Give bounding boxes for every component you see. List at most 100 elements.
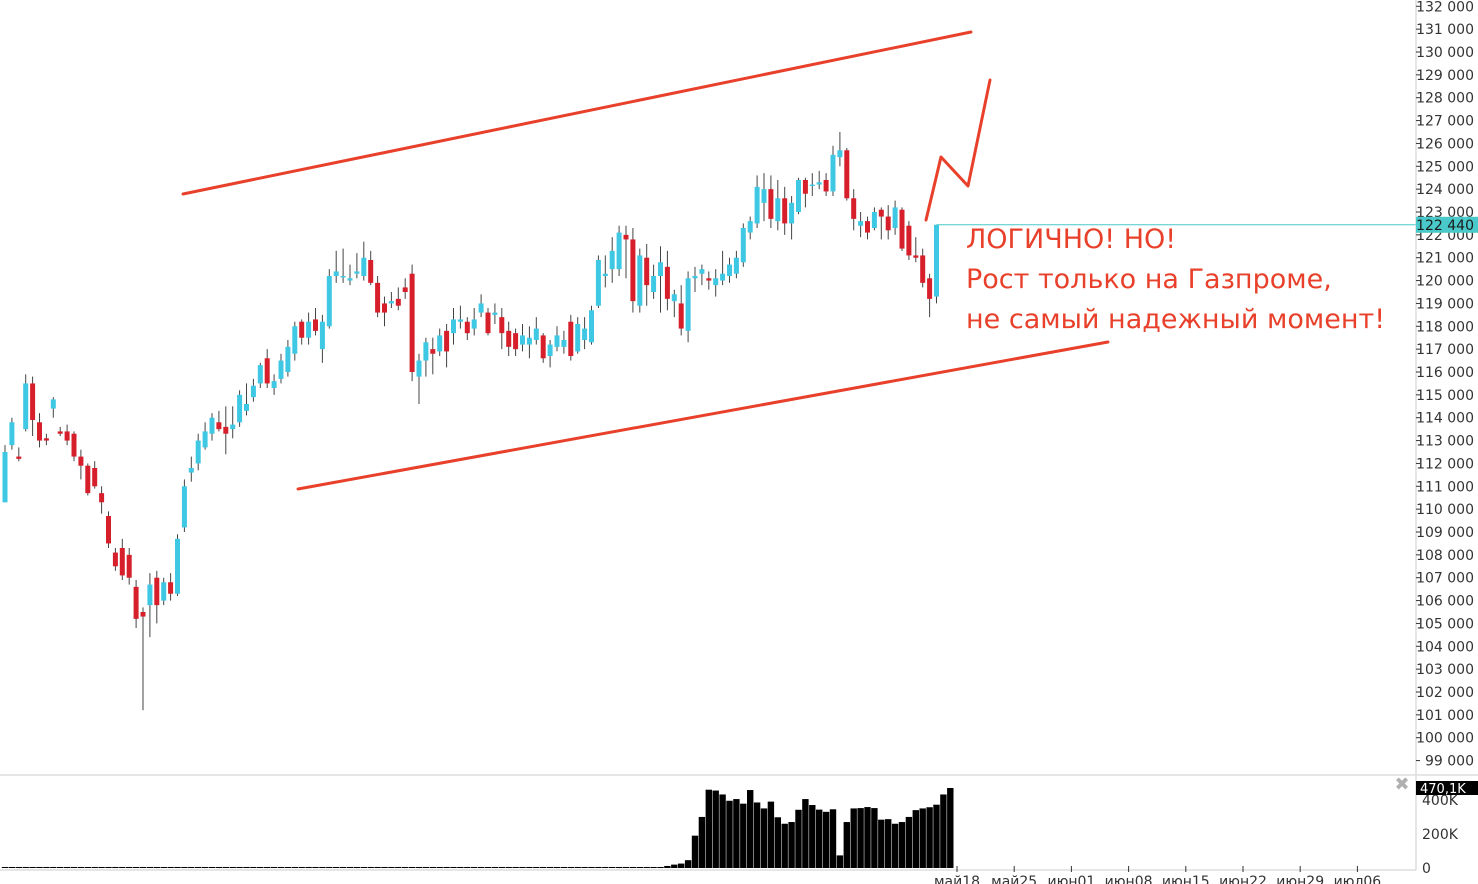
candle-body xyxy=(264,358,270,384)
volume-bar xyxy=(581,866,588,868)
candle-body xyxy=(30,383,36,420)
candle-body xyxy=(533,328,539,340)
volume-bar xyxy=(1,866,9,868)
candle-body xyxy=(492,312,498,315)
volume-bar xyxy=(809,805,816,868)
annotation-line-2: Рост только на Газпроме, xyxy=(966,264,1332,295)
candle-body xyxy=(340,276,346,278)
volume-bar xyxy=(588,866,595,868)
candle-body xyxy=(471,319,477,329)
candle-body xyxy=(706,278,712,281)
volume-bar xyxy=(615,866,623,868)
candle-body xyxy=(416,360,422,377)
candle-body xyxy=(478,303,484,313)
volume-bar xyxy=(546,866,554,868)
candle-body xyxy=(375,282,381,313)
volume-bar xyxy=(312,866,319,868)
volume-bar xyxy=(132,866,140,868)
volume-bar xyxy=(374,866,381,868)
candle-body xyxy=(561,340,567,347)
volume-bar xyxy=(484,866,492,868)
volume-bars xyxy=(1,787,954,868)
candle-body xyxy=(85,465,91,494)
volume-bar xyxy=(850,808,857,868)
volume-bar xyxy=(277,866,285,868)
volume-bar xyxy=(629,866,637,868)
candle-body xyxy=(692,276,698,279)
candle-body xyxy=(319,321,325,350)
candle-body xyxy=(775,198,781,222)
volume-bar xyxy=(229,866,236,868)
volume-bar xyxy=(188,866,195,868)
volume-bar xyxy=(491,866,499,868)
candle-body xyxy=(637,255,643,306)
volume-bar xyxy=(84,866,91,868)
volume-bar xyxy=(740,803,747,868)
volume-bar xyxy=(498,866,505,868)
candle-body xyxy=(368,260,374,283)
candle-body xyxy=(257,365,263,384)
volume-bar xyxy=(753,802,761,868)
volume-bar xyxy=(505,866,512,868)
candle-body xyxy=(671,294,677,302)
candle-body xyxy=(927,278,933,299)
volume-bar xyxy=(388,866,395,868)
candle-body xyxy=(699,269,705,274)
price-tick-label: 113 000 xyxy=(1416,434,1474,450)
volume-bar xyxy=(139,866,147,868)
volume-bar xyxy=(298,866,305,868)
close-indicator-icon[interactable]: ✖ xyxy=(1394,774,1410,795)
candle-body xyxy=(354,271,360,274)
candle-body xyxy=(796,180,801,212)
price-tick-label: 112 000 xyxy=(1416,456,1474,472)
volume-bar xyxy=(257,866,264,868)
volume-bar xyxy=(905,816,913,868)
volume-bar xyxy=(291,866,298,868)
volume-bar xyxy=(29,866,36,868)
candle-body xyxy=(423,342,429,361)
time-tick-label: июн15 xyxy=(1162,874,1210,884)
trend-line-upper xyxy=(181,30,973,196)
candle-body xyxy=(306,321,312,338)
time-tick-label: июн29 xyxy=(1276,874,1324,884)
volume-bar xyxy=(691,835,699,868)
candle-body xyxy=(244,404,249,411)
volume-bar xyxy=(747,790,754,868)
volume-tick-label: 0 xyxy=(1422,861,1431,877)
last-price-badge xyxy=(1416,216,1478,233)
candle-body xyxy=(71,433,77,457)
volume-bar xyxy=(43,866,50,868)
volume-bar xyxy=(650,866,657,868)
last-price-label: 122 440 xyxy=(1416,218,1474,234)
volume-bar xyxy=(609,866,616,868)
candle-body xyxy=(202,431,208,448)
volume-bar xyxy=(857,808,864,868)
volume-bar xyxy=(878,819,885,868)
candle-body xyxy=(782,198,788,224)
volume-bar xyxy=(402,866,409,868)
volume-bar xyxy=(346,866,354,868)
volume-bar xyxy=(270,866,278,868)
candle-body xyxy=(865,221,870,233)
price-tick-label: 117 000 xyxy=(1416,342,1474,358)
volume-bar xyxy=(816,809,823,868)
volume-bar xyxy=(319,866,326,868)
volume-bar xyxy=(822,811,830,868)
candle-body xyxy=(823,180,829,192)
volume-bar xyxy=(885,819,892,868)
candle-body xyxy=(99,493,105,503)
candle-body xyxy=(395,298,401,306)
volume-bar xyxy=(153,866,160,868)
candle-body xyxy=(133,586,139,619)
candle-body xyxy=(119,548,125,576)
candle-body xyxy=(161,582,167,601)
candle-body xyxy=(188,468,194,473)
candle-body xyxy=(616,232,622,270)
volume-bar xyxy=(112,866,119,868)
candle-body xyxy=(388,301,394,304)
volume-bar xyxy=(305,866,312,868)
volume-bar xyxy=(519,866,526,868)
volume-bar xyxy=(553,866,561,868)
candle-body xyxy=(175,538,180,594)
volume-bar xyxy=(222,866,229,868)
